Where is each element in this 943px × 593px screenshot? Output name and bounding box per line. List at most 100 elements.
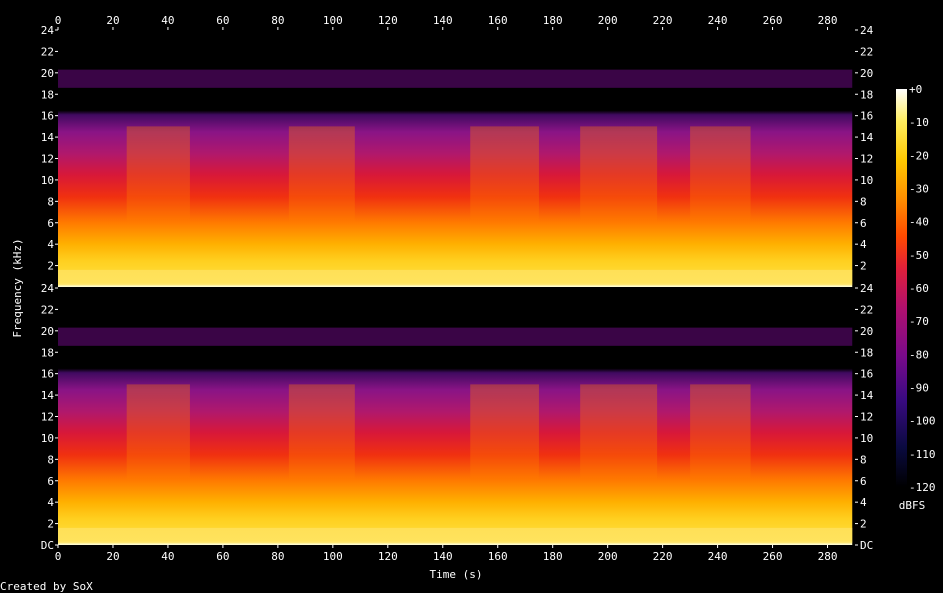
x-tick-label-top: 20 — [106, 14, 119, 27]
spectrogram-panels — [58, 30, 855, 545]
y-tick-label-right: 10 — [860, 432, 873, 445]
x-tick-label-top: 180 — [543, 14, 563, 27]
y-tick-label-right: 16 — [860, 110, 873, 123]
y-tick-label-right: 2 — [860, 518, 867, 531]
colorbar-tick-label: -30 — [909, 183, 929, 196]
y-tick-label-left: 14 — [41, 131, 55, 144]
spectrogram-channel-1 — [58, 30, 855, 287]
y-tick-label-right: 12 — [860, 411, 873, 424]
colorbar-gradient — [896, 89, 907, 487]
colorbar-tick-label: -20 — [909, 149, 929, 162]
x-tick-label-top: 60 — [216, 14, 229, 27]
x-tick-label-bottom: 140 — [433, 550, 453, 563]
y-tick-label-left: 10 — [41, 432, 54, 445]
x-tick-label-bottom: 40 — [161, 550, 174, 563]
colorbar-tick-label: -10 — [909, 116, 929, 129]
colorbar-tick-label: -50 — [909, 249, 929, 262]
y-tick-label-left: 18 — [41, 346, 54, 359]
y-tick-label-left: 10 — [41, 174, 54, 187]
x-axis-label: Time (s) — [430, 568, 483, 581]
bright-region — [126, 384, 190, 481]
low-frequency-band — [58, 527, 853, 543]
y-tick-label-right: 14 — [860, 389, 874, 402]
y-tick-label-left: 6 — [47, 217, 54, 230]
x-tick-label-top: 260 — [763, 14, 783, 27]
y-tick-label-left: 24 — [41, 282, 55, 295]
bright-region — [690, 384, 751, 481]
y-tick-label-left: 4 — [47, 238, 54, 251]
spectrogram-energy — [58, 71, 853, 287]
y-tick-label-right: 12 — [860, 153, 873, 166]
colorbar-label: dBFS — [899, 499, 926, 512]
y-tick-label-right: 8 — [860, 453, 867, 466]
colorbar-tick-label: -80 — [909, 348, 929, 361]
y-tick-label-right: 14 — [860, 131, 874, 144]
x-tick-label-bottom: 60 — [216, 550, 229, 563]
colorbar-tick-label: -90 — [909, 382, 929, 395]
low-frequency-band — [58, 269, 853, 285]
y-tick-label-left: 2 — [47, 260, 54, 273]
y-tick-label-right: 24 — [860, 24, 874, 37]
x-tick-label-bottom: 180 — [543, 550, 563, 563]
y-tick-label-left: 12 — [41, 411, 54, 424]
bright-region — [288, 126, 355, 223]
x-tick-label-bottom: 120 — [378, 550, 398, 563]
y-tick-label-right: 20 — [860, 67, 873, 80]
cutoff-band — [58, 69, 853, 88]
y-tick-label-right: 18 — [860, 346, 873, 359]
y-tick-label-left: 22 — [41, 45, 54, 58]
y-tick-label-left: 8 — [47, 195, 54, 208]
x-tick-label-top: 40 — [161, 14, 174, 27]
y-tick-label-right: 24 — [860, 282, 874, 295]
bright-region — [580, 384, 658, 481]
y-tick-label-left: 20 — [41, 67, 54, 80]
x-tick-label-top: 200 — [598, 14, 618, 27]
x-tick-label-bottom: 100 — [323, 550, 343, 563]
bright-region — [126, 126, 190, 223]
x-tick-label-bottom: 240 — [708, 550, 728, 563]
y-tick-label-right: 4 — [860, 238, 867, 251]
y-tick-label-left: 22 — [41, 303, 54, 316]
y-tick-label-right: 22 — [860, 303, 873, 316]
cutoff-band — [58, 327, 853, 346]
y-tick-label-right: 10 — [860, 174, 873, 187]
colorbar-tick-label: -100 — [909, 415, 936, 428]
y-tick-label-left: DC — [41, 539, 54, 552]
colorbar-tick-label: -60 — [909, 282, 929, 295]
x-tick-label-top: 220 — [653, 14, 673, 27]
x-tick-label-bottom: 160 — [488, 550, 508, 563]
x-tick-label-top: 240 — [708, 14, 728, 27]
x-tick-label-top: 140 — [433, 14, 453, 27]
colorbar-tick-label: -70 — [909, 315, 929, 328]
y-tick-label-right: 2 — [860, 260, 867, 273]
y-tick-label-left: 16 — [41, 110, 54, 123]
y-tick-label-left: 4 — [47, 496, 54, 509]
y-tick-label-right: 22 — [860, 45, 873, 58]
x-tick-label-bottom: 0 — [55, 550, 62, 563]
y-axis-label: Frequency (kHz) — [11, 238, 24, 337]
footer-credit: Created by SoX — [0, 580, 93, 593]
spectrogram-channel-2 — [58, 288, 855, 545]
x-tick-label-bottom: 220 — [653, 550, 673, 563]
x-tick-label-top: 80 — [271, 14, 284, 27]
colorbar-tick-label: +0 — [909, 83, 922, 96]
y-tick-label-left: 6 — [47, 475, 54, 488]
y-tick-label-right: 20 — [860, 325, 873, 338]
y-tick-label-right: 6 — [860, 475, 867, 488]
bright-region — [470, 384, 539, 481]
colorbar-tick-label: -120 — [909, 481, 936, 494]
y-tick-label-right: DC — [860, 539, 873, 552]
x-tick-label-bottom: 280 — [818, 550, 838, 563]
x-tick-label-top: 280 — [818, 14, 838, 27]
x-tick-label-top: 120 — [378, 14, 398, 27]
y-tick-label-right: 18 — [860, 88, 873, 101]
y-tick-label-right: 4 — [860, 496, 867, 509]
y-tick-label-left: 24 — [41, 24, 55, 37]
colorbar: +0 -10 -20 -30 -40 -50 -60 -70 -80 -90 -100 -110 -12… — [896, 83, 936, 494]
x-tick-label-bottom: 200 — [598, 550, 618, 563]
x-tick-label-top: 100 — [323, 14, 343, 27]
x-tick-label-bottom: 20 — [106, 550, 119, 563]
spectrogram-energy — [58, 329, 853, 545]
